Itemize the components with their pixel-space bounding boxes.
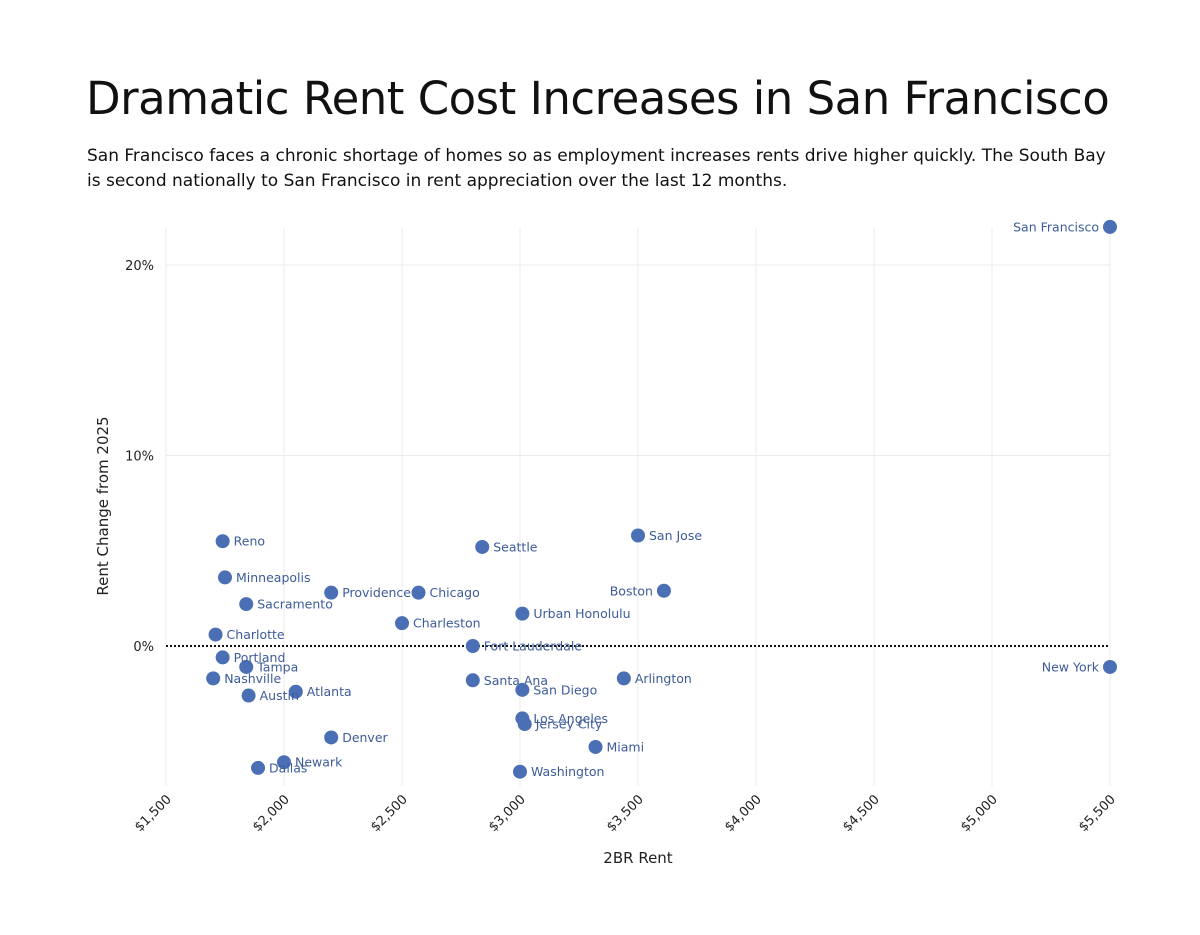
data-point-label: Washington <box>531 764 604 779</box>
x-tick-label: $2,000 <box>250 792 293 835</box>
data-point <box>218 570 232 585</box>
data-point-label: Reno <box>234 534 265 549</box>
data-point <box>215 534 230 549</box>
data-point-label: Dallas <box>269 760 307 775</box>
data-point-label: Tampa <box>256 659 298 674</box>
data-point <box>515 682 530 697</box>
data-point-label: Fort Lauderdale <box>484 639 583 654</box>
data-point <box>239 597 254 612</box>
data-point-label: Nashville <box>224 671 281 686</box>
chart-subtitle: San Francisco faces a chronic shortage o… <box>87 146 1106 191</box>
data-point-label: Arlington <box>635 671 692 686</box>
data-point <box>208 627 223 642</box>
data-point-label: Portland <box>234 650 286 665</box>
data-point-label: Minneapolis <box>236 570 311 585</box>
data-point <box>239 659 254 674</box>
data-point-label: San Jose <box>649 528 702 543</box>
x-axis-ticks: $1,500 $2,000 $2,500 $3,000 $3,500 $4,000 $4,5… <box>132 792 1119 835</box>
x-tick-label: $4,500 <box>840 792 883 835</box>
data-point <box>324 585 339 600</box>
data-point <box>656 583 671 598</box>
data-points: San Francisco New York San Jose Boston Arlin… <box>206 219 1117 779</box>
data-point <box>395 616 409 631</box>
data-point <box>1103 219 1117 234</box>
data-point-label: New York <box>1042 659 1100 674</box>
data-point-label: Seattle <box>493 539 538 554</box>
data-point <box>215 650 230 665</box>
data-point-label: Urban Honolulu <box>533 606 630 621</box>
data-point <box>1103 659 1117 674</box>
y-axis-ticks: 0% 10% 20% <box>125 259 154 655</box>
data-point-label: Denver <box>342 730 388 745</box>
data-point <box>241 688 256 703</box>
data-point <box>515 606 530 621</box>
data-point <box>465 639 480 653</box>
data-point-label: Boston <box>610 583 653 598</box>
data-point <box>324 730 339 745</box>
x-tick-label: $4,000 <box>722 792 765 835</box>
data-point-label: Charlotte <box>227 627 285 642</box>
data-point <box>517 717 532 732</box>
x-tick-label: $3,500 <box>604 792 647 835</box>
data-point-label: San Francisco <box>1013 219 1099 234</box>
data-point-label: Providence <box>342 585 411 600</box>
data-point <box>475 539 490 554</box>
data-point <box>251 760 266 775</box>
data-point <box>588 739 603 754</box>
y-tick-label: 0% <box>133 640 154 655</box>
data-point-label: San Diego <box>533 682 597 697</box>
data-point-label: Newark <box>295 755 343 770</box>
y-axis-title: Rent Change from 2025 <box>94 416 112 595</box>
x-tick-label: $5,000 <box>958 792 1001 835</box>
x-tick-label: $3,000 <box>486 792 529 835</box>
x-axis-title: 2BR Rent <box>603 849 673 867</box>
data-point-label: Charleston <box>413 616 481 631</box>
data-point-label: Los Angeles <box>533 711 608 726</box>
data-point <box>277 755 291 770</box>
chart-title: Dramatic Rent Cost Increases in San Fran… <box>86 72 1110 125</box>
data-point-label: Austin <box>260 688 299 703</box>
x-tick-label: $2,500 <box>368 792 411 835</box>
data-point-label: Chicago <box>430 585 480 600</box>
data-point <box>288 684 303 699</box>
grid-lines <box>165 228 1111 786</box>
data-point <box>616 671 631 686</box>
data-point-label: Sacramento <box>257 597 333 612</box>
y-tick-label: 20% <box>125 259 154 274</box>
x-tick-label: $5,500 <box>1076 792 1119 835</box>
data-point <box>411 585 426 600</box>
y-tick-label: 10% <box>125 450 154 465</box>
x-tick-label: $1,500 <box>132 792 175 835</box>
data-point <box>465 673 480 688</box>
data-point <box>206 671 221 686</box>
data-point-label: Miami <box>607 739 645 754</box>
data-point <box>631 528 645 543</box>
data-point-label: Atlanta <box>307 684 352 699</box>
data-point-label: Santa Ana <box>484 673 548 688</box>
data-point-label: Jersey City <box>535 717 603 732</box>
data-point <box>513 764 527 779</box>
